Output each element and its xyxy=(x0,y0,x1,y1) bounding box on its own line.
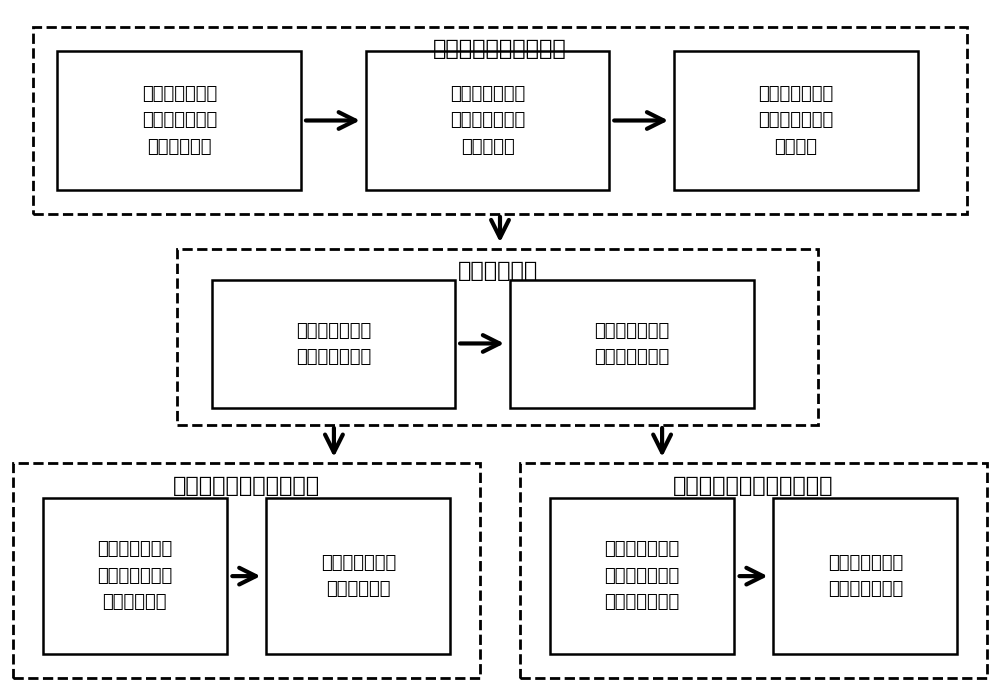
Bar xyxy=(57,51,301,190)
Text: 偏置电压调节: 偏置电压调节 xyxy=(457,261,538,281)
Text: 将光电流表示为
空间位置的图像: 将光电流表示为 空间位置的图像 xyxy=(828,554,903,598)
Text: 子电池微区量子效率测试: 子电池微区量子效率测试 xyxy=(173,476,320,496)
Text: 偏置光及信号激光调节: 偏置光及信号激光调节 xyxy=(433,40,567,59)
Text: 调节偏置光使得
非待测子电池均
有电流响应: 调节偏置光使得 非待测子电池均 有电流响应 xyxy=(450,85,525,156)
Bar xyxy=(177,248,818,425)
Bar xyxy=(43,498,227,653)
Text: 将信号激光和偏
置光同时聚焦于
电池待测微区: 将信号激光和偏 置光同时聚焦于 电池待测微区 xyxy=(142,85,217,156)
Bar xyxy=(33,27,967,214)
Bar xyxy=(773,498,957,653)
Bar xyxy=(366,51,609,190)
Text: 子电池微区光电流成像测试: 子电池微区光电流成像测试 xyxy=(673,476,834,496)
Bar xyxy=(212,280,455,408)
Text: 扫描信号激光波
长分别测试标准
电池光谱响应: 扫描信号激光波 长分别测试标准 电池光谱响应 xyxy=(97,540,172,611)
Bar xyxy=(266,498,450,653)
Text: 扫描激光或扫描
样品，测试不同
位置下的光电流: 扫描激光或扫描 样品，测试不同 位置下的光电流 xyxy=(604,540,679,611)
Bar xyxy=(510,280,754,408)
Bar xyxy=(674,51,918,190)
Text: 计算待测子电池
微区量子效率: 计算待测子电池 微区量子效率 xyxy=(321,554,396,598)
Text: 提供偏置电压使
得待测电池零偏: 提供偏置电压使 得待测电池零偏 xyxy=(594,322,669,366)
Bar xyxy=(520,463,987,678)
Bar xyxy=(13,463,480,678)
Text: 测试电池偏置光
下电池的光电压: 测试电池偏置光 下电池的光电压 xyxy=(296,322,371,366)
Text: 调节信号激光使
待测子电池达到
限流条件: 调节信号激光使 待测子电池达到 限流条件 xyxy=(758,85,833,156)
Bar xyxy=(550,498,734,653)
